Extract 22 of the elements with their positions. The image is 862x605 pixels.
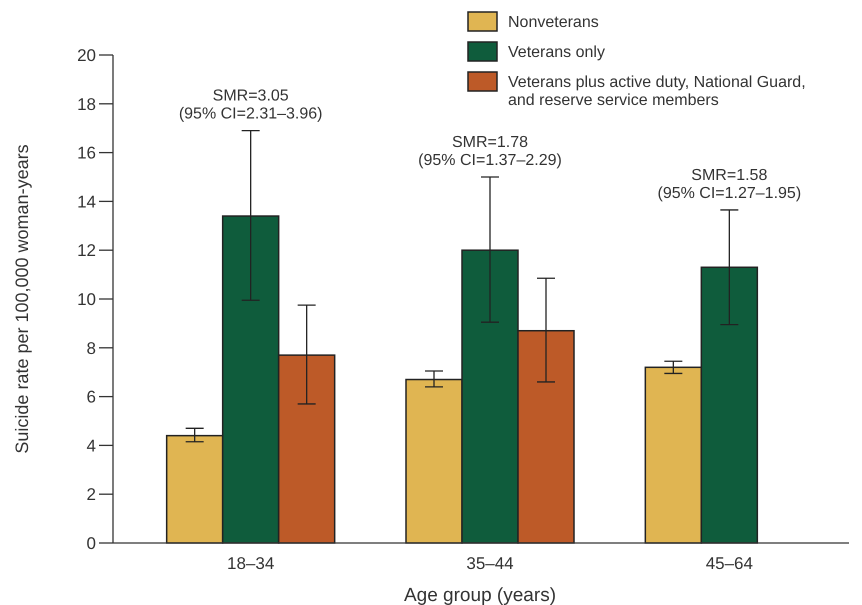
legend-label: Nonveterans — [508, 14, 599, 31]
x-tick-label: 35–44 — [466, 554, 514, 573]
y-tick-label: 6 — [86, 388, 96, 407]
y-tick-label: 2 — [86, 485, 96, 504]
y-tick-label: 0 — [86, 534, 96, 553]
y-tick-label: 16 — [77, 144, 96, 163]
y-axis-title: Suicide rate per 100,000 woman-years — [12, 144, 32, 454]
annotation: SMR=1.78 (95% CI=1.37–2.29) — [418, 134, 562, 169]
annotation: SMR=1.58 (95% CI=1.27–1.95) — [658, 166, 802, 202]
y-tick-label: 14 — [77, 192, 96, 212]
x-axis-title: Age group (years) — [404, 585, 556, 605]
annotation: SMR=3.05 (95% CI=2.31–3.96) — [178, 88, 322, 123]
y-tick-label: 12 — [77, 241, 96, 260]
y-tick-label: 8 — [86, 338, 96, 358]
legend-label: Veterans only — [508, 44, 605, 61]
y-tick-label: 4 — [86, 436, 96, 456]
x-tick-label: 45–64 — [706, 554, 753, 573]
legend-label: Veterans plus active duty, National Guard, and reserve service members — [508, 74, 806, 109]
y-tick-label: 18 — [77, 94, 96, 114]
y-tick-label: 20 — [77, 46, 96, 65]
x-tick-label: 18–34 — [227, 554, 274, 573]
y-tick-label: 10 — [77, 290, 96, 309]
